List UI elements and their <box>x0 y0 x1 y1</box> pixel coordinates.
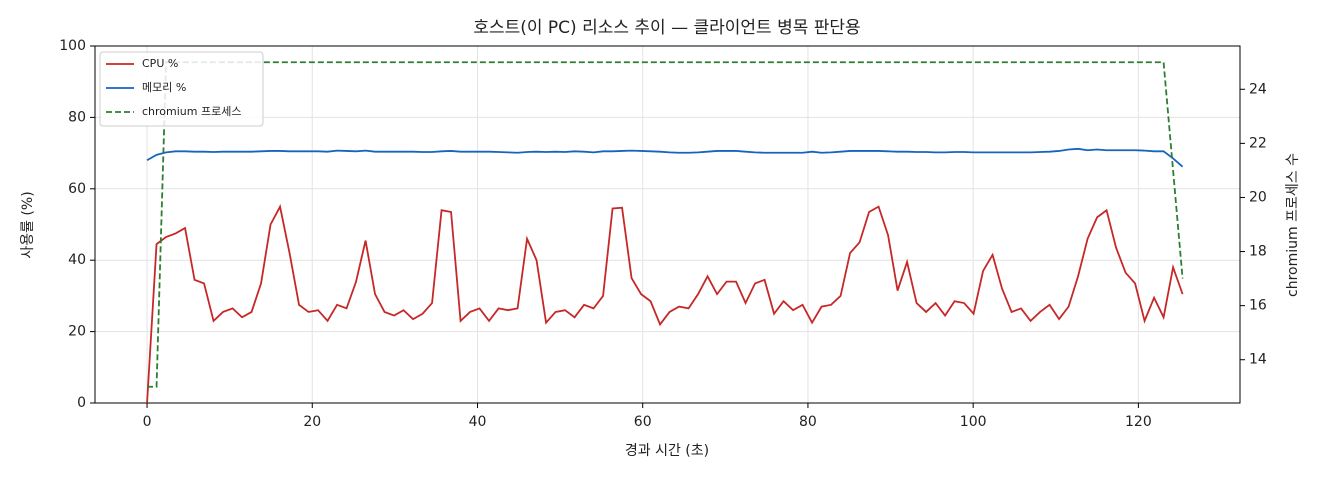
x-tick-label: 80 <box>799 414 817 430</box>
x-tick-label: 40 <box>469 414 487 430</box>
y-tick-label: 40 <box>68 252 86 268</box>
legend-label: 메모리 % <box>142 81 186 94</box>
x-tick-label: 0 <box>143 414 152 430</box>
x-tick-label: 100 <box>960 414 987 430</box>
y-axis-label: 사용률 (%) <box>20 191 36 258</box>
series-line <box>146 204 1184 404</box>
series-line <box>147 61 1184 388</box>
legend-label: chromium 프로세스 <box>142 105 241 118</box>
legend-label: CPU % <box>142 57 178 70</box>
y-tick-label: 0 <box>77 395 86 411</box>
series-line <box>146 147 1184 168</box>
y2-tick-label: 24 <box>1249 81 1267 97</box>
y-tick-label: 20 <box>68 324 86 340</box>
x-tick-label: 60 <box>634 414 652 430</box>
y2-tick-label: 22 <box>1249 135 1267 151</box>
y2-axis-label: chromium 프로세스 수 <box>1285 153 1301 297</box>
x-axis-label: 경과 시간 (초) <box>625 443 709 459</box>
x-tick-label: 120 <box>1125 414 1152 430</box>
y2-tick-label: 14 <box>1249 352 1267 368</box>
plot-frame <box>94 45 1241 404</box>
y-tick-label: 60 <box>68 181 86 197</box>
y-tick-label: 100 <box>59 38 86 54</box>
chart-title: 호스트(이 PC) 리소스 추이 — 클라이언트 병목 판단용 <box>473 18 860 38</box>
legend-box <box>99 51 264 127</box>
y-tick-label: 80 <box>68 109 86 125</box>
y2-tick-label: 18 <box>1249 244 1267 260</box>
x-tick-label: 20 <box>303 414 321 430</box>
y2-tick-label: 16 <box>1249 298 1267 314</box>
y2-tick-label: 20 <box>1249 189 1267 205</box>
